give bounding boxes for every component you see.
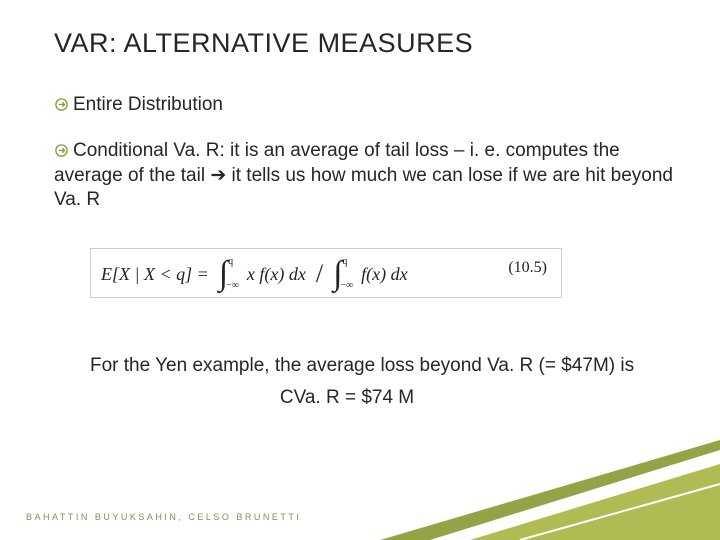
- integrand-2: f(x) dx: [361, 264, 407, 285]
- formula-box: E[X | X < q] = ∫ q −∞ x f(x) dx / ∫ q −∞…: [90, 248, 562, 298]
- bullet-icon: [54, 141, 69, 156]
- formula-lhs: E[X | X < q] =: [101, 264, 209, 285]
- bullet-icon: [54, 95, 69, 110]
- formula: E[X | X < q] = ∫ q −∞ x f(x) dx / ∫ q −∞…: [101, 257, 551, 291]
- equation-number: (10.5): [508, 259, 547, 277]
- integral-1: ∫ q −∞: [219, 257, 239, 291]
- divide: /: [316, 259, 323, 289]
- integral-2: ∫ q −∞: [333, 257, 353, 291]
- integrand-1: x f(x) dx: [247, 264, 306, 285]
- integral-sign: ∫: [219, 257, 228, 291]
- followup-text: For the Yen example, the average loss be…: [90, 354, 680, 378]
- corner-decoration: [380, 440, 720, 540]
- page-number: 26: [685, 510, 698, 524]
- int2-upper: q: [342, 257, 353, 267]
- integral-sign: ∫: [333, 257, 342, 291]
- bullet-conditional-var: Conditional Va. R: it is an average of t…: [54, 139, 680, 212]
- cvar-result: CVa. R = $74 M: [54, 387, 680, 409]
- slide-title: VAR: ALTERNATIVE MEASURES: [54, 28, 680, 59]
- footer-authors: BAHATTIN BUYUKSAHIN, CELSO BRUNETTI: [26, 512, 301, 522]
- bullet-text: Conditional Va. R: it is an average of t…: [54, 140, 673, 210]
- bullet-entire-distribution: Entire Distribution: [54, 93, 680, 117]
- int1-upper: q: [228, 257, 239, 267]
- slide: VAR: ALTERNATIVE MEASURES Entire Distrib…: [0, 0, 720, 540]
- bullet-text: Entire Distribution: [73, 94, 223, 115]
